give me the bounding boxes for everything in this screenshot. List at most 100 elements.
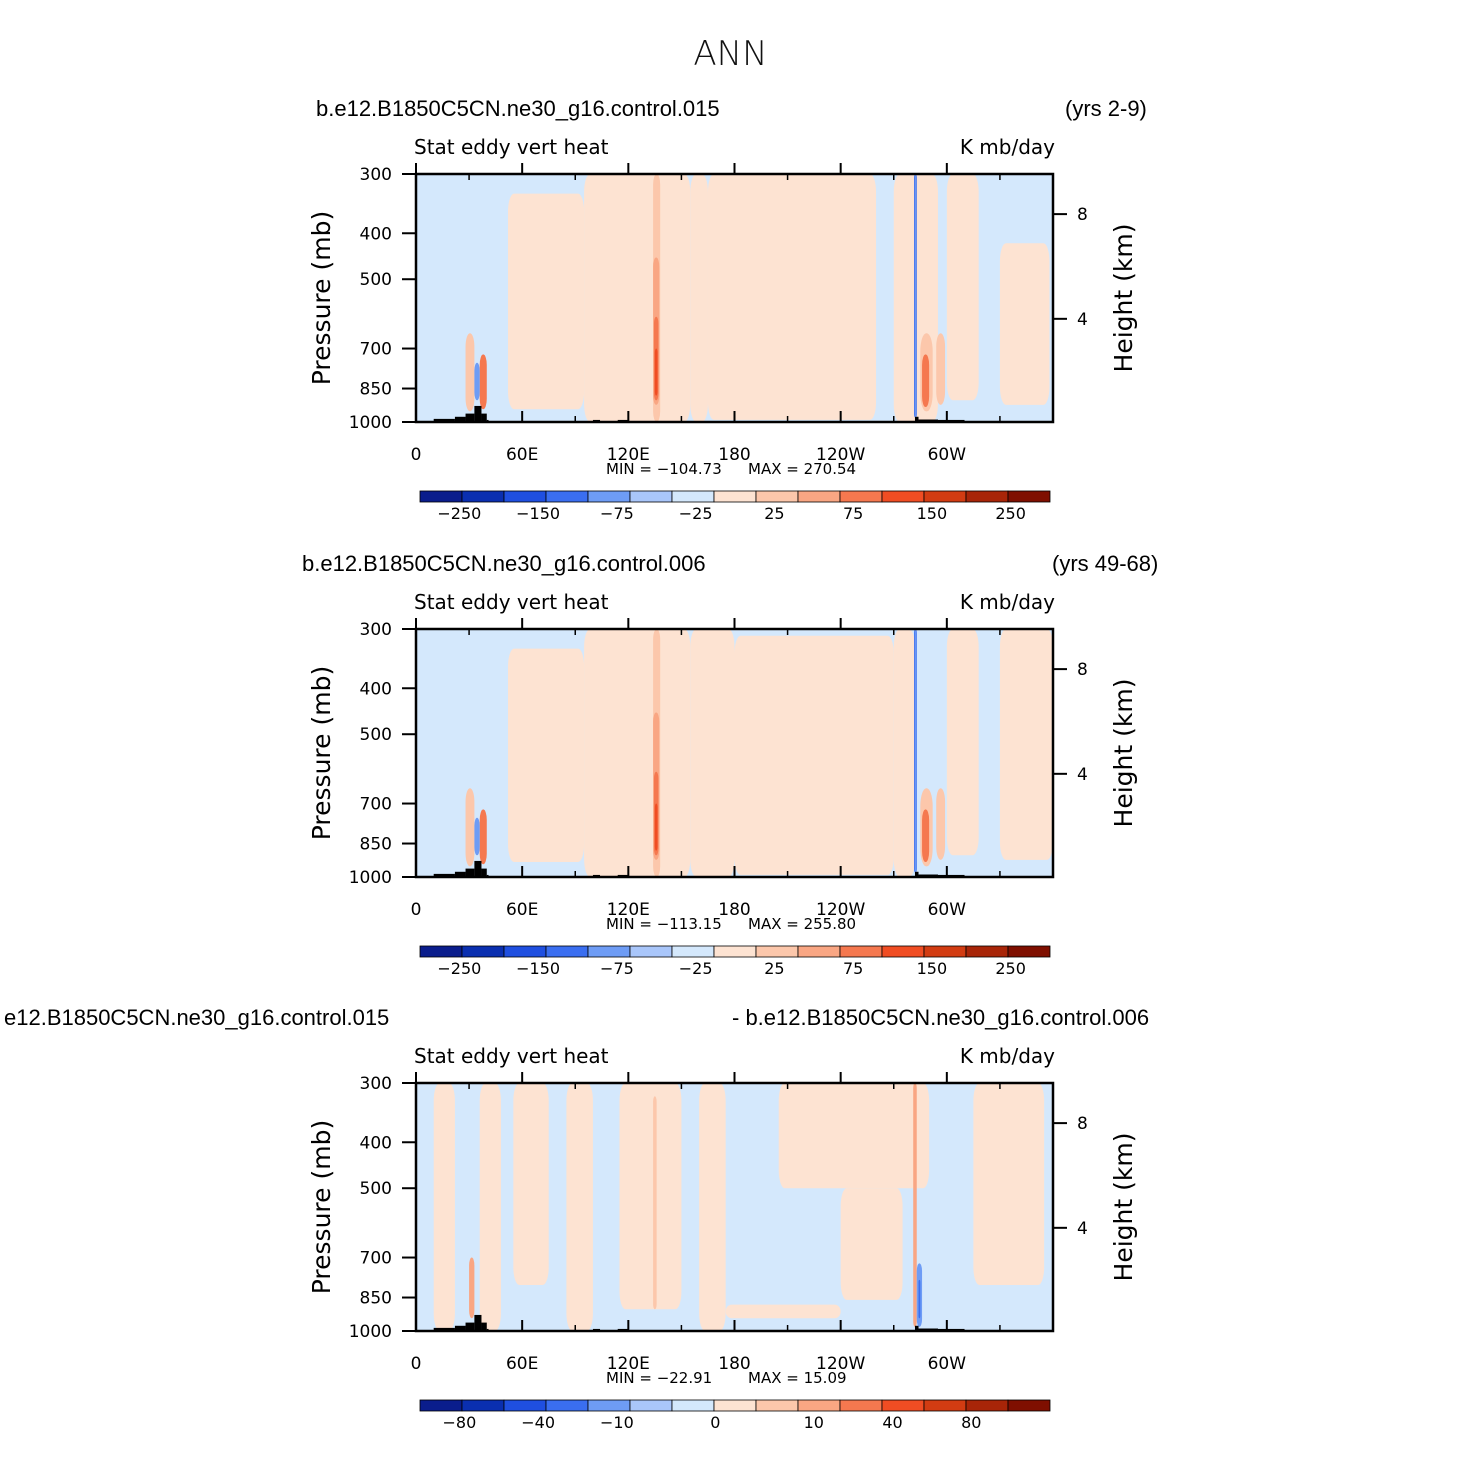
colorbar-label: 250 [995,959,1026,978]
colorbar-label: 0 [710,1413,720,1432]
shaded-region [566,1083,593,1331]
height-tick-label: 8 [1077,205,1088,225]
colorbar-swatch [503,945,547,958]
height-tick-label: 4 [1077,310,1088,330]
panel-3-diff-label: - b.e12.B1850C5CN.ne30_g16.control.006 [732,1005,1150,1030]
colorbar-swatch [671,1399,715,1412]
colorbar-label: −75 [600,959,634,978]
shaded-region [999,243,1050,405]
shaded-region [465,788,475,867]
topography-block [465,413,475,422]
page-title: ANN [693,34,768,74]
colorbar-swatch [629,945,673,958]
topography-block [474,860,482,877]
y-tick-label: 300 [360,165,392,185]
colorbar-swatch [755,490,799,503]
height-tick-label: 8 [1077,1114,1088,1134]
shaded-region [840,1188,903,1300]
topography-block [914,1325,919,1331]
shaded-region [584,629,691,877]
colorbar-swatch [965,490,1009,503]
panel-2-plot: Stat eddy vert heat K mb/day 0 60E 120E 180 12… [307,590,1138,978]
colorbar-label: −75 [600,504,634,523]
colorbar-label: −150 [516,959,560,978]
height-tick-label: 8 [1077,660,1088,680]
colorbar-swatch [587,1399,631,1412]
x-tick-label: 180 [718,445,750,465]
y-tick-label: 850 [360,380,392,400]
panel-1-years-label: (yrs 2-9) [1065,96,1147,121]
shaded-region [707,174,877,420]
shaded-region [508,648,585,863]
shaded-region [474,817,480,856]
colorbar-swatch [419,945,463,958]
shaded-region [479,354,487,410]
colorbar-swatch [881,1399,925,1412]
shaded-region [479,809,487,865]
colorbar-swatch [545,945,589,958]
contour-fill-group [416,1083,1053,1331]
y-axis-title: Pressure (mb) [307,211,336,385]
colorbar-label: −10 [600,1413,634,1432]
shaded-region [619,1083,682,1310]
shaded-region [936,333,946,405]
y-tick-label: 500 [360,270,392,290]
y-tick-label: 500 [360,1179,392,1199]
shaded-region [973,1083,1045,1286]
panel-2-case-label: b.e12.B1850C5CN.ne30_g16.control.006 [302,551,706,576]
colorbar-label: 150 [917,504,948,523]
y-tick-label: 700 [360,340,392,360]
x-tick-label: 120W [816,900,865,920]
colorbar-label: −150 [516,504,560,523]
x-tick-label: 60W [928,900,967,920]
colorbar-swatch [713,945,757,958]
colorbar-label: −40 [521,1413,555,1432]
colorbar-swatch [755,945,799,958]
colorbar-swatch [545,1399,589,1412]
colorbar-label: 150 [917,959,948,978]
colorbar-label: 75 [843,959,863,978]
colorbar-swatch [713,490,757,503]
colorbar-label: 75 [843,504,863,523]
colorbar-label: −250 [437,504,481,523]
shaded-region [690,629,735,877]
colorbar-label: 250 [995,504,1026,523]
topography-block [465,1322,475,1331]
topography-block [454,416,466,422]
min-label: MIN = −104.73 [606,460,722,478]
y-tick-label: 400 [360,224,392,244]
panel-3-plot: Stat eddy vert heat K mb/day 0 60E 120E 180 12… [307,1044,1138,1432]
variable-label: Stat eddy vert heat [414,135,609,159]
topography-block [474,1314,482,1331]
shaded-region [725,1304,841,1319]
y-tick-label: 300 [360,1074,392,1094]
x-tick-label: 0 [411,445,422,465]
colorbar-swatch [923,945,967,958]
shaded-region [922,809,930,863]
contour-fill-group [416,174,1053,422]
units-label: K mb/day [960,590,1055,614]
max-label: MAX = 15.09 [748,1369,847,1387]
colorbar-swatch [461,490,505,503]
colorbar-label: −250 [437,959,481,978]
x-tick-label: 120E [607,445,650,465]
x-tick-label: 60E [506,900,538,920]
colorbar-swatch [797,1399,841,1412]
topography-block [433,418,455,422]
y-tick-label: 700 [360,795,392,815]
colorbar-swatch [797,490,841,503]
colorbar-swatch [587,945,631,958]
shaded-region [913,1083,917,1327]
shaded-region [469,1257,475,1319]
panel-1-plot: Stat eddy vert heat K mb/day 0 60E 120E 180 12… [307,135,1138,523]
shaded-region [946,174,979,401]
x-tick-label: 60W [928,445,967,465]
shaded-region [999,629,1053,860]
colorbar-swatch [419,1399,463,1412]
colorbar-swatch [1007,490,1051,503]
colorbar-swatch [461,945,505,958]
colorbar-swatch [923,1399,967,1412]
min-label: MIN = −113.15 [606,915,722,933]
shaded-region [513,1083,549,1286]
max-label: MAX = 270.54 [748,460,856,478]
